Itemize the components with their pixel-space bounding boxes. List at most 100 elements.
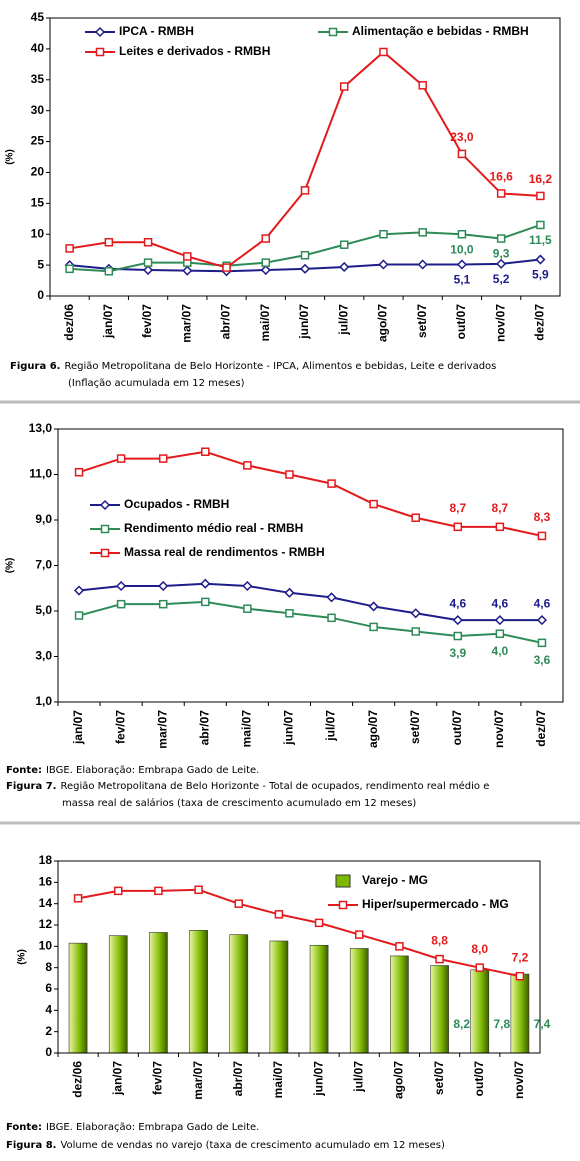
caption-text: Região Metropolitana de Belo Horizonte -… [60,780,489,792]
x-tick-label: jun/07 [282,710,296,746]
data-label: 7,2 [512,950,529,964]
marker [158,599,168,609]
caption: Figura 8. Volume de vendas no varejo (tax… [6,1140,445,1151]
source: Fonte: IBGE. Elaboração: Embrapa Gado de … [6,1122,259,1133]
y-tick-label: 14 [39,896,53,910]
bar [269,940,289,1054]
data-label: 9,3 [493,247,510,261]
x-tick-label: mai/07 [240,710,254,748]
data-label: 11,5 [529,233,552,247]
marker [495,629,505,638]
marker [535,254,546,265]
bar [149,932,168,1054]
y-tick-label: 0 [37,288,44,302]
marker [100,548,110,558]
data-label: 8,3 [534,510,551,524]
x-tick-label: ago/07 [376,304,390,342]
marker [73,585,85,596]
x-tick-label: abr/07 [231,1061,245,1097]
marker [457,149,467,159]
bar [309,944,329,1054]
x-tick-label: abr/07 [197,710,211,746]
data-label: 5,2 [493,272,510,286]
marker [104,238,114,247]
marker [327,613,336,623]
marker [326,592,337,603]
marker [158,454,168,463]
x-tick-label: jan/07 [110,1061,124,1096]
data-label: 8,2 [453,1017,470,1031]
bar [229,934,249,1054]
marker [261,234,271,243]
legend-label: Massa real de rendimentos - RMBH [124,545,325,559]
series-line [78,582,542,622]
marker [537,531,547,541]
marker [411,627,420,636]
y-tick-label: 9,0 [35,512,52,526]
marker [339,240,349,249]
marker [369,499,378,509]
x-tick-label: fev/07 [151,1061,165,1095]
marker [368,601,379,612]
y-tick-label: 0 [45,1045,52,1059]
marker [154,886,163,896]
bar [349,948,369,1054]
data-label: 8,8 [431,933,448,947]
y-tick-label: 8 [45,960,52,974]
caption-text: Volume de vendas no varejo (taxa de cres… [60,1140,444,1151]
source-text: IBGE. Elaboração: Embrapa Gado de Leite. [46,1122,259,1133]
marker [65,244,74,253]
y-tick-label: 6 [45,981,52,995]
marker [453,631,463,641]
x-tick-label: out/07 [450,710,464,746]
marker [536,191,545,201]
series-line [78,450,543,537]
x-tick-label: jun/07 [311,1061,325,1097]
marker [515,971,525,981]
x-tick-label: dez/07 [533,304,547,341]
x-tick-label: set/07 [408,710,422,744]
caption: Figura 7. Região Metropolitana de Belo Ho… [6,780,489,792]
y-tick-label: 2 [45,1024,52,1038]
marker [300,186,310,195]
marker [417,259,428,270]
caption-text: Região Metropolitana de Belo Horizonte -… [64,361,496,372]
marker [536,615,548,626]
series-line [78,600,543,644]
caption-label: Figura 8. [6,1140,56,1151]
data-label: 4,6 [534,596,551,610]
data-label: 8,7 [449,501,466,515]
marker [418,81,427,90]
data-label: 4,6 [492,596,509,610]
y-tick-label: 10 [31,226,45,240]
x-tick-label: mar/07 [191,1061,205,1100]
marker [116,580,127,592]
marker [457,229,467,239]
y-tick-label: 4 [45,1003,52,1017]
plot-area [58,429,563,702]
marker [116,599,126,609]
marker [338,900,348,910]
marker [158,580,169,592]
marker [243,461,252,470]
y-tick-label: 20 [31,165,45,179]
x-tick-label: dez/06 [70,1061,84,1098]
plot-border [57,860,541,1054]
y-tick-label: 5 [37,257,44,271]
x-tick-label: nov/07 [492,710,506,748]
marker [183,252,192,261]
y-tick-label: 3,0 [35,649,52,663]
marker [95,47,105,57]
x-tick-label: mai/07 [258,304,272,342]
marker [452,615,463,626]
marker [243,604,252,613]
marker [299,263,311,274]
data-label: 16,6 [489,170,513,184]
y-axis-label: (%) [5,558,16,574]
x-tick-label: jan/07 [101,304,115,339]
marker [74,611,84,620]
x-tick-label: out/07 [472,1061,486,1097]
marker [200,578,211,589]
marker [116,454,126,463]
y-tick-label: 35 [31,72,45,86]
